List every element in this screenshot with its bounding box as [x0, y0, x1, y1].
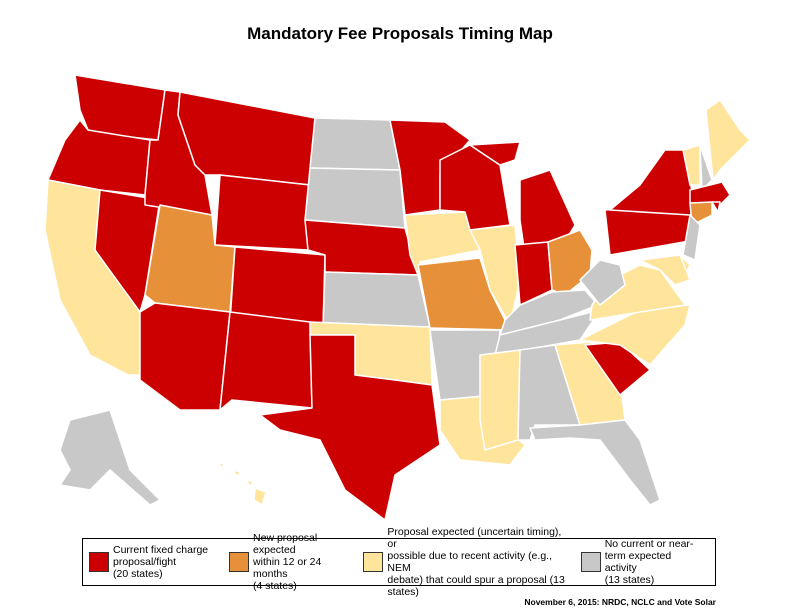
legend-text: possible due to recent activity (e.g., N… — [387, 550, 552, 574]
state-fl — [529, 419, 661, 506]
legend-item-current: Current fixed charge proposal/fight (20 st… — [89, 544, 219, 580]
state-ga — [554, 341, 626, 426]
state-or — [47, 119, 151, 196]
state-mo — [417, 257, 511, 331]
state-in — [514, 241, 553, 306]
legend-text: (4 states) — [253, 580, 297, 592]
state-ny — [609, 149, 696, 216]
state-vt — [682, 144, 701, 186]
legend-text: (20 states) — [113, 568, 163, 580]
map-title: Mandatory Fee Proposals Timing Map — [247, 24, 553, 43]
state-az — [139, 302, 231, 411]
state-sd — [304, 167, 406, 229]
state-hi — [253, 487, 267, 506]
state-ms — [479, 349, 521, 451]
legend-text: debate) that could spur a proposal (13 s… — [387, 574, 565, 598]
legend-text: term expected activity — [604, 550, 672, 574]
state-ak — [59, 409, 161, 506]
legend-text: No current or near- — [604, 538, 694, 550]
legend-text: proposal/fight — [113, 556, 177, 568]
state-wv — [579, 259, 626, 306]
state-wy — [214, 174, 311, 251]
state-ma — [689, 181, 731, 206]
source-footer: November 6, 2015: NRDC, NCLC and Vote So… — [524, 597, 716, 607]
state-mi — [469, 141, 521, 166]
legend-swatch-new — [229, 552, 250, 572]
state-hi — [217, 461, 225, 469]
legend-text: (13 states) — [604, 574, 655, 586]
state-hi — [231, 469, 241, 478]
legend-text: New proposal expected — [253, 532, 318, 556]
legend-swatch-current — [89, 552, 109, 572]
state-hi — [245, 479, 255, 487]
state-ri — [711, 201, 721, 213]
legend-text: Current fixed charge — [113, 544, 209, 556]
state-me — [705, 99, 751, 181]
state-nj — [682, 214, 701, 261]
legend-item-none: No current or near-term expected activit… — [580, 538, 699, 586]
state-tx — [259, 334, 441, 521]
legend: Current fixed charge proposal/fight (20 st… — [82, 526, 716, 598]
state-nd — [309, 117, 401, 171]
state-md — [639, 254, 691, 286]
legend-text: Proposal expected (uncertain timing), or — [387, 526, 562, 550]
legend-item-expected: Proposal expected (uncertain timing), or… — [363, 526, 570, 598]
state-nm — [219, 311, 313, 411]
legend-text: within 12 or 24 months — [253, 556, 322, 580]
legend-item-new: New proposal expected within 12 or 24 mon… — [229, 532, 353, 592]
legend-swatch-expected — [363, 552, 384, 572]
legend-swatch-none — [580, 552, 601, 572]
state-ks — [322, 271, 431, 328]
us-map — [44, 74, 751, 521]
